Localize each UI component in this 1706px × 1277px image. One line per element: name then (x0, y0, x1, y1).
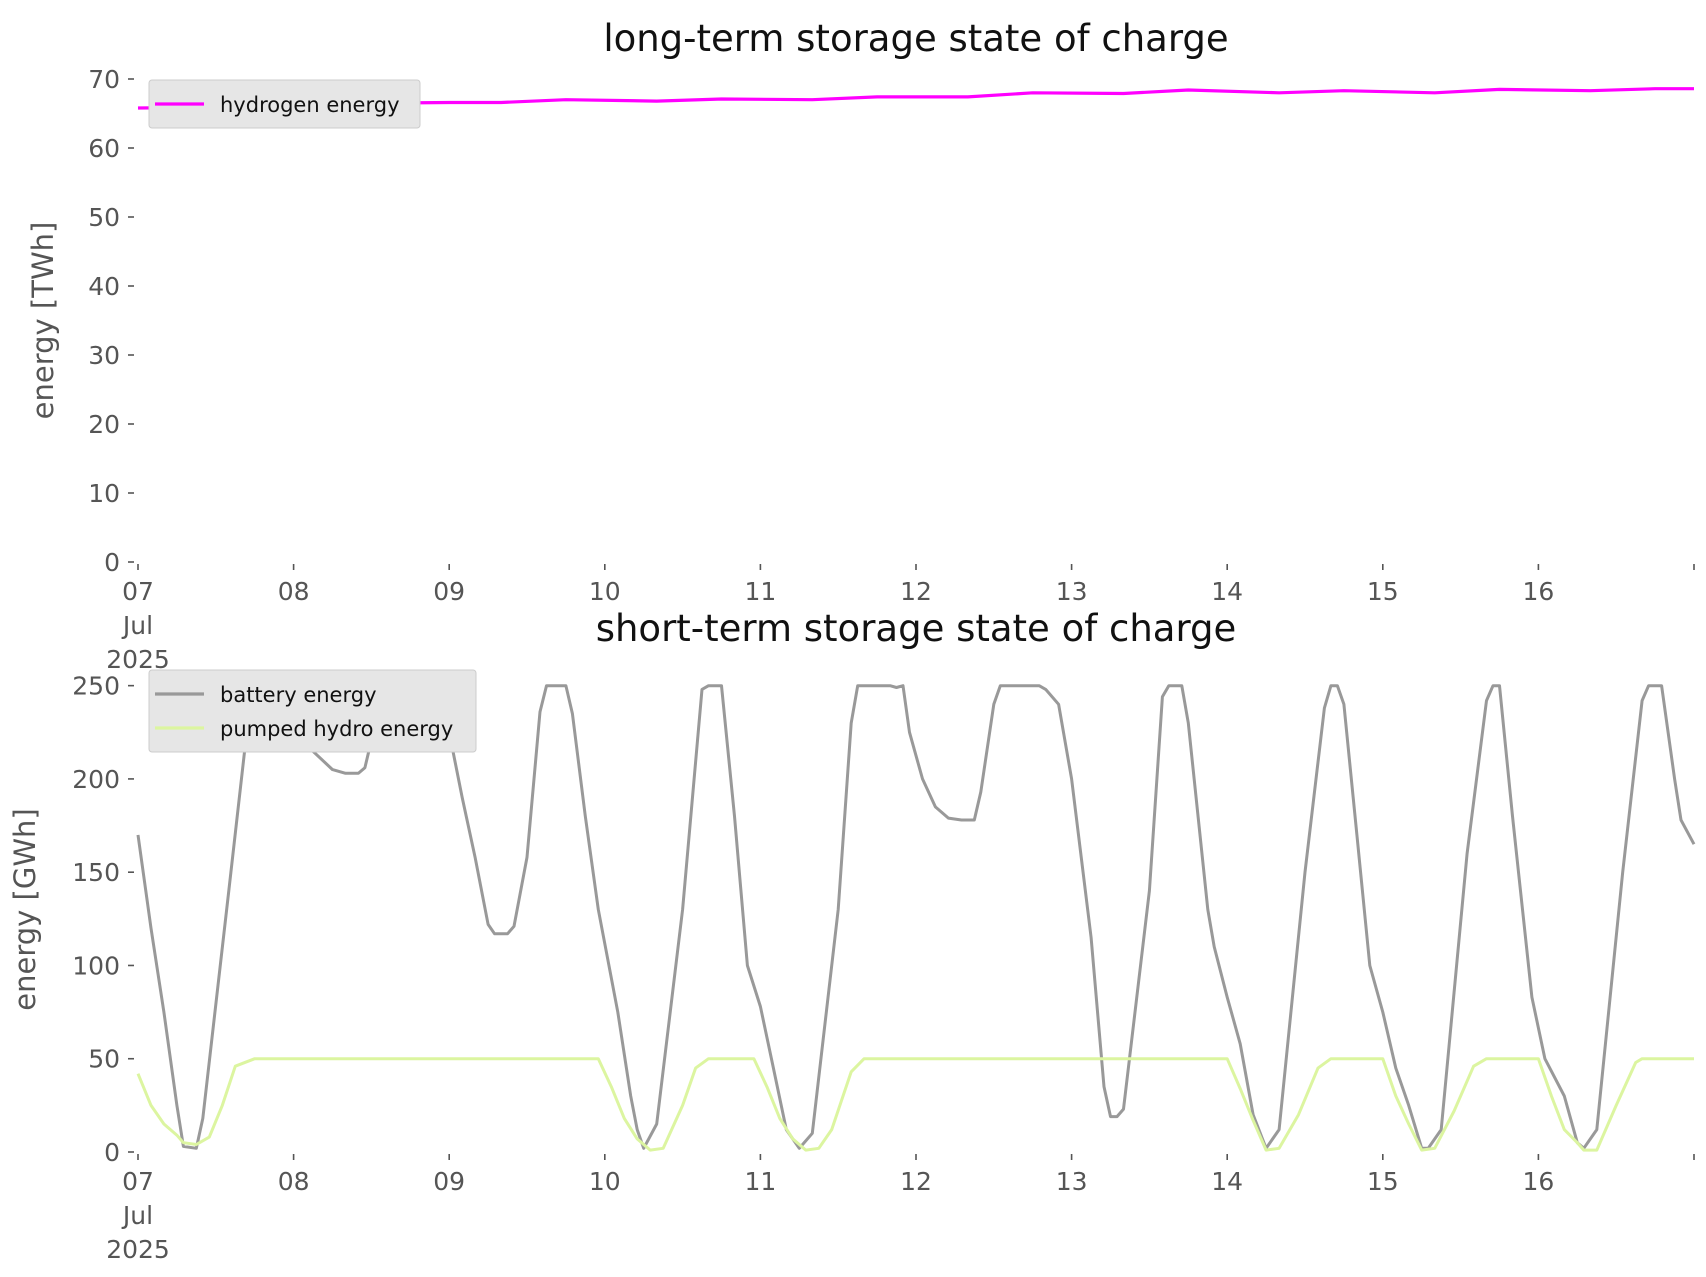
y-tick-label: 100 (72, 951, 120, 980)
series-line (136, 684, 1696, 1150)
x-tick-label: 14 (1211, 1167, 1243, 1196)
long-term-storage-chart: long-term storage state of charge energy… (26, 17, 1695, 674)
legend: hydrogen energy (148, 79, 421, 129)
legend-box (148, 79, 421, 129)
x-tick-label: 2025 (106, 645, 170, 674)
y-tick-label: 0 (104, 1138, 120, 1167)
x-tick-label: 07 (122, 1167, 154, 1196)
x-tick-label: 16 (1522, 1167, 1554, 1196)
x-tick-label: 13 (1056, 577, 1088, 606)
x-tick-label: 16 (1522, 577, 1554, 606)
y-axis-label: energy [TWh] (26, 222, 60, 420)
x-tick-label: 14 (1211, 577, 1243, 606)
x-tick-label: 08 (278, 1167, 310, 1196)
y-axis-label: energy [GWh] (8, 808, 42, 1010)
series-line (136, 1057, 1694, 1152)
x-tick-label: Jul (121, 611, 153, 640)
short-term-storage-chart: short-term storage state of charge energ… (8, 607, 1696, 1264)
y-tick-label: 250 (72, 672, 120, 701)
y-tick-label: 60 (88, 134, 120, 163)
y-tick-label: 50 (88, 203, 120, 232)
x-tick-label: 09 (433, 1167, 465, 1196)
legend-entry-label: battery energy (220, 683, 377, 707)
x-axis-ticks: 07 Jul 2025 08 09 10 11 12 13 14 15 16 (106, 564, 1695, 674)
x-tick-label: 10 (589, 577, 621, 606)
x-tick-label: 11 (744, 1167, 776, 1196)
y-axis-ticks: 0 50 100 150 200 250 (72, 672, 134, 1167)
y-tick-label: 0 (104, 548, 120, 577)
x-tick-label: 15 (1367, 1167, 1399, 1196)
y-tick-label: 30 (88, 341, 120, 370)
y-tick-label: 200 (72, 765, 120, 794)
y-tick-label: 40 (88, 272, 120, 301)
x-tick-label: 08 (278, 577, 310, 606)
x-tick-label: 10 (589, 1167, 621, 1196)
legend-entry-label: pumped hydro energy (220, 717, 453, 741)
x-axis-ticks: 07 Jul 2025 08 09 10 11 12 13 14 15 16 (106, 1154, 1695, 1264)
legend-entry-label: hydrogen energy (220, 93, 400, 117)
y-tick-label: 10 (88, 479, 120, 508)
x-tick-label: 13 (1056, 1167, 1088, 1196)
x-tick-label: 11 (744, 577, 776, 606)
y-tick-label: 50 (88, 1045, 120, 1074)
x-tick-label: 12 (900, 577, 932, 606)
x-tick-label: 15 (1367, 577, 1399, 606)
y-tick-label: 70 (88, 65, 120, 94)
chart-title: short-term storage state of charge (596, 607, 1237, 650)
x-tick-label: 2025 (106, 1235, 170, 1264)
y-axis-ticks: 0 10 20 30 40 50 60 70 (88, 65, 134, 577)
chart-title: long-term storage state of charge (603, 17, 1228, 60)
series-layer (136, 684, 1696, 1152)
y-tick-label: 20 (88, 410, 120, 439)
x-tick-label: 09 (433, 577, 465, 606)
x-tick-label: 12 (900, 1167, 932, 1196)
legend-box (148, 669, 477, 753)
x-tick-label: Jul (121, 1201, 153, 1230)
legend: battery energy pumped hydro energy (148, 669, 477, 753)
y-tick-label: 150 (72, 858, 120, 887)
x-tick-label: 07 (122, 577, 154, 606)
